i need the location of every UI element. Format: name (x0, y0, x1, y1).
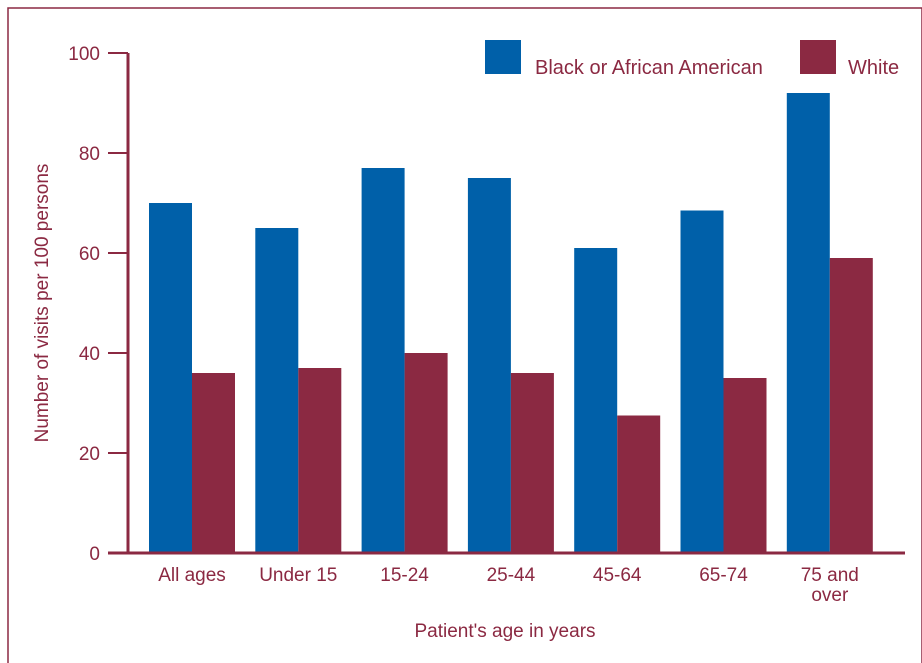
bar-white-15-24 (404, 353, 448, 553)
y-tick-label-0: 0 (89, 544, 100, 565)
legend-swatch-white (800, 40, 836, 74)
legend-label-black-or-african-american: Black or African American (535, 57, 763, 79)
bars-group (149, 93, 873, 553)
bar-black-or-african-american-65-74 (680, 210, 724, 553)
x-tick-label-under-15: Under 15 (259, 565, 337, 586)
x-axis-title: Patient's age in years (414, 621, 595, 642)
bar-white-25-44 (510, 373, 554, 553)
bar-black-or-african-american-all-ages (149, 203, 192, 553)
legend-swatch-black-or-african-american (485, 40, 521, 74)
legend: Black or African American White (485, 40, 899, 79)
x-tick-label-15-24: 15-24 (380, 565, 429, 586)
legend-label-white: White (848, 57, 899, 79)
y-tick-label-80: 80 (79, 144, 100, 165)
bar-black-or-african-american-75-and-over (786, 93, 830, 553)
bar-black-or-african-american-15-24 (361, 168, 405, 553)
y-tick-label-60: 60 (79, 244, 100, 265)
y-tick-label-20: 20 (79, 444, 100, 465)
bar-black-or-african-american-25-44 (467, 178, 511, 553)
bar-white-all-ages (192, 373, 235, 553)
y-tick-label-40: 40 (79, 344, 100, 365)
x-tick-label-45-64: 45-64 (593, 565, 642, 586)
bar-black-or-african-american-45-64 (574, 248, 618, 553)
x-tick-label-all-ages: All ages (158, 565, 226, 586)
chart-frame (7, 7, 922, 663)
bar-white-65-74 (723, 378, 767, 553)
y-axis-title: Number of visits per 100 persons (32, 164, 53, 443)
x-tick-label-65-74: 65-74 (699, 565, 748, 586)
y-tick-label-100: 100 (68, 44, 100, 65)
x-labels-group: All ages Under 15 15-24 25-44 45-64 65-74 75 a… (158, 565, 859, 606)
x-tick-label-25-44: 25-44 (487, 565, 536, 586)
bar-white-under-15 (298, 368, 342, 553)
bar-white-75-and-over (829, 258, 873, 553)
bar-black-or-african-american-under-15 (255, 228, 299, 553)
bar-white-45-64 (617, 415, 661, 553)
x-tick-label-75-and-over: 75 and over (801, 565, 859, 606)
y-ticks-group: 0 20 40 60 80 100 (68, 44, 128, 565)
